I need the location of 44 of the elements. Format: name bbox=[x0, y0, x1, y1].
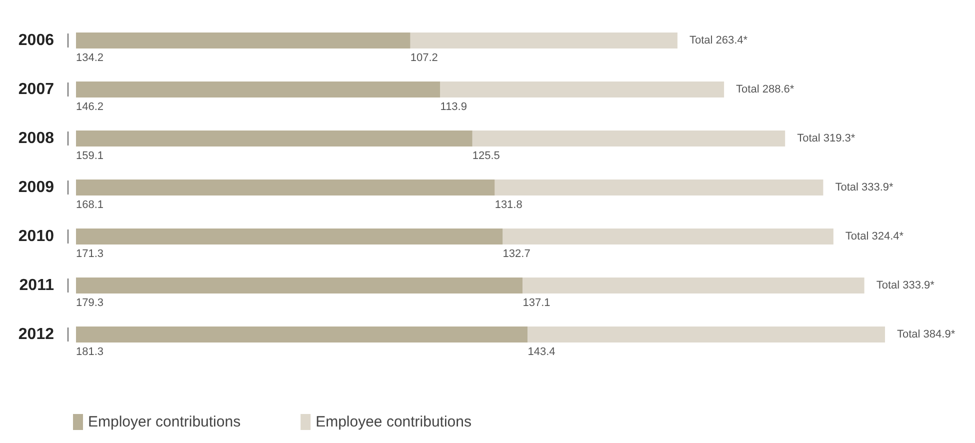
total-label: Total 319.3* bbox=[797, 132, 856, 144]
bar bbox=[76, 278, 523, 294]
total-label: Total 333.9* bbox=[876, 280, 936, 292]
data-label: 113.9 bbox=[440, 101, 467, 113]
y-tick-label: 2007 bbox=[18, 81, 54, 98]
data-label: 134.2 bbox=[76, 52, 104, 64]
total-label: Total 288.6* bbox=[736, 84, 795, 96]
total-label: Total 333.9* bbox=[835, 182, 894, 194]
data-label: 146.2 bbox=[76, 101, 104, 113]
data-label: 179.3 bbox=[76, 297, 104, 309]
bar bbox=[76, 32, 410, 48]
data-label: 181.3 bbox=[76, 346, 104, 358]
data-label: 132.7 bbox=[502, 248, 530, 260]
data-label: 159.1 bbox=[76, 150, 104, 162]
data-label: 168.1 bbox=[76, 199, 104, 211]
y-tick-label: 2010 bbox=[18, 228, 54, 245]
bar bbox=[76, 130, 472, 146]
data-label: 131.8 bbox=[494, 199, 522, 211]
y-tick-label: 2006 bbox=[18, 32, 54, 49]
legend-label: Employee contributions bbox=[316, 414, 472, 430]
data-label: 137.1 bbox=[522, 297, 550, 309]
legend-label: Employer contributions bbox=[88, 414, 241, 430]
data-label: 143.4 bbox=[528, 346, 556, 358]
data-label: 171.3 bbox=[76, 248, 104, 260]
bar bbox=[440, 82, 724, 98]
bar bbox=[76, 180, 495, 196]
bar bbox=[528, 326, 885, 342]
bar bbox=[502, 228, 834, 244]
total-label: Total 324.4* bbox=[845, 230, 904, 242]
y-tick-label: 2008 bbox=[18, 130, 54, 147]
total-label: Total 384.9* bbox=[897, 328, 956, 340]
total-label: Total 263.4* bbox=[689, 34, 748, 46]
y-tick-label: 2011 bbox=[19, 277, 54, 294]
bar bbox=[494, 180, 824, 196]
data-label: 125.5 bbox=[472, 150, 500, 162]
data-label: 107.2 bbox=[410, 52, 438, 64]
bar bbox=[522, 278, 864, 294]
bar bbox=[76, 228, 503, 244]
bar bbox=[410, 32, 678, 48]
y-tick-label: 2012 bbox=[18, 326, 54, 343]
bar bbox=[76, 326, 528, 342]
bar bbox=[76, 82, 440, 98]
bar bbox=[472, 130, 786, 146]
y-tick-label: 2009 bbox=[18, 179, 54, 196]
